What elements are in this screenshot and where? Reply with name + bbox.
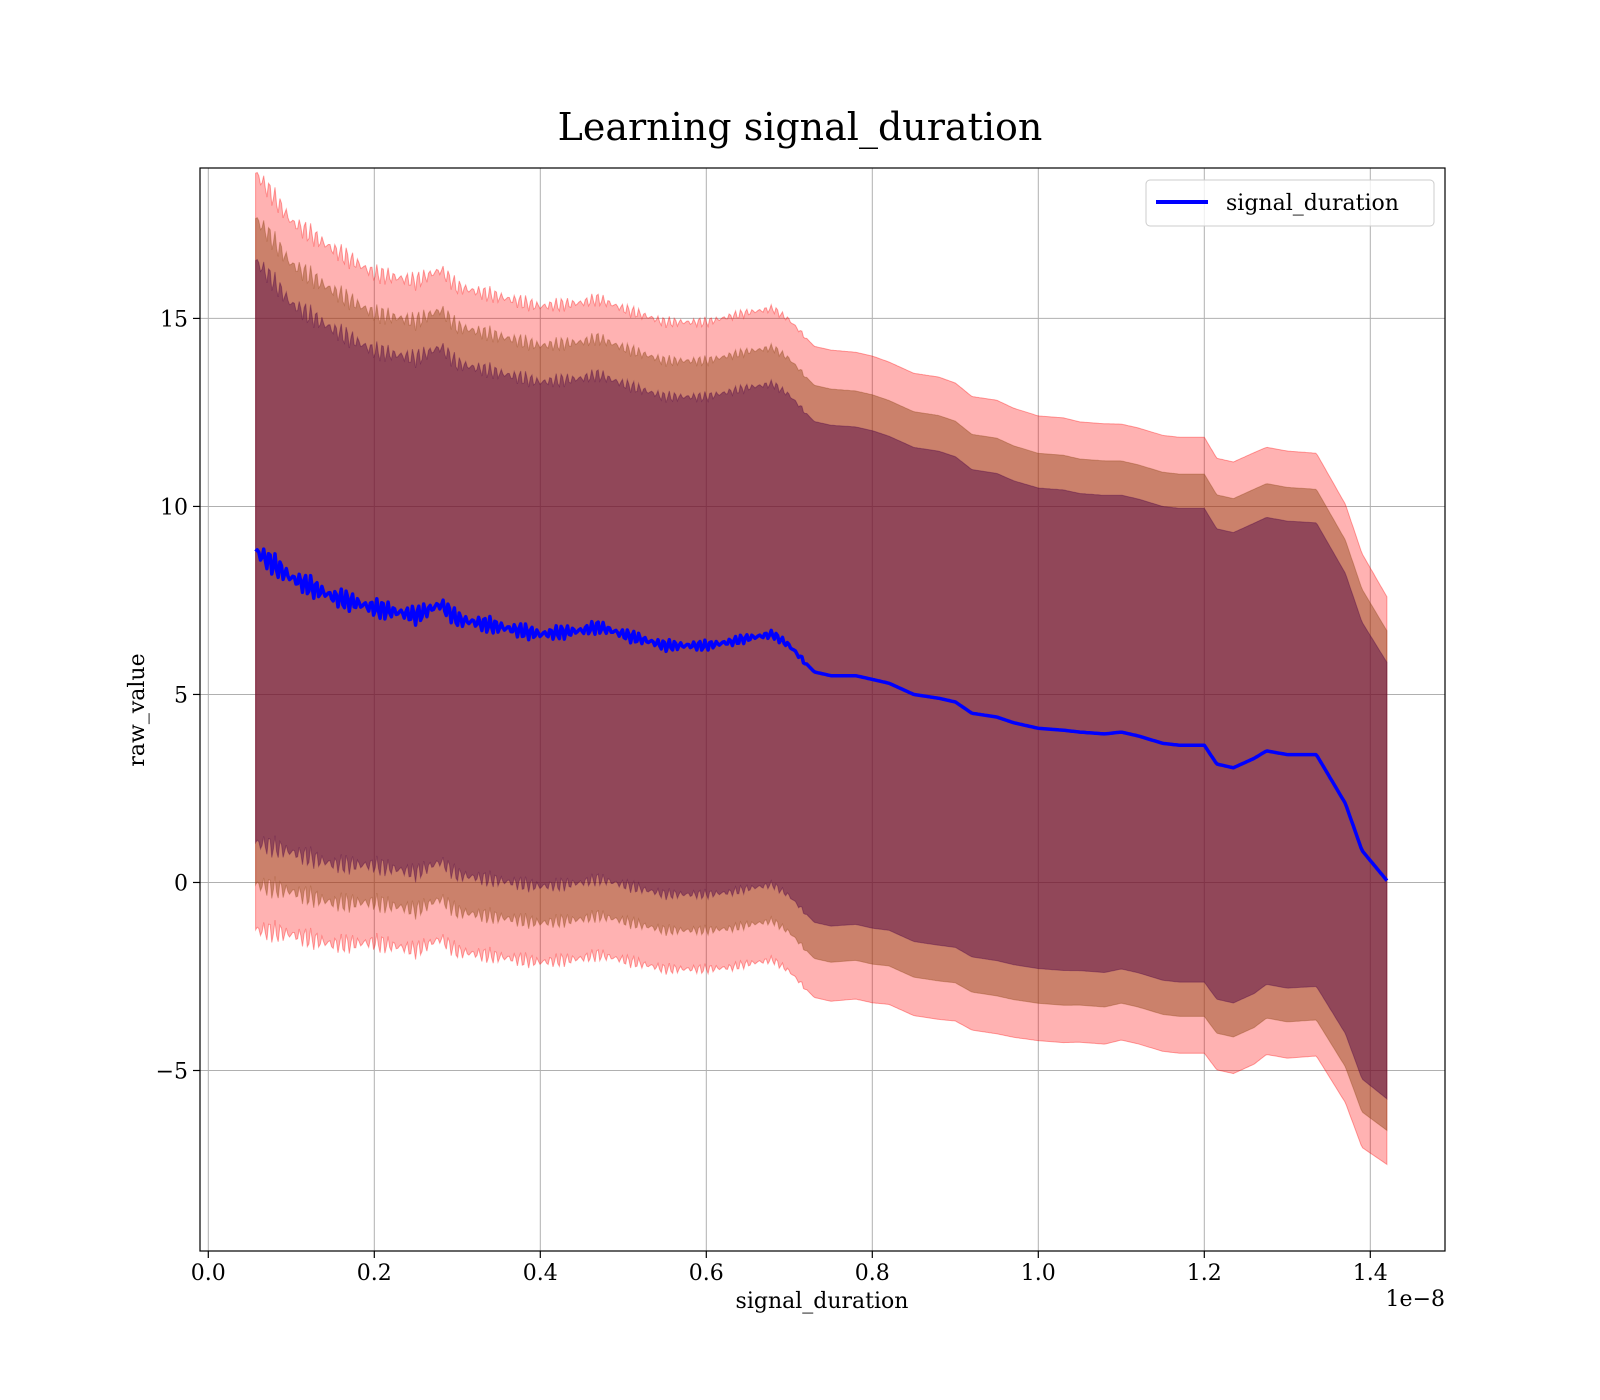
y-ticks: −5 0 5 10 15 xyxy=(156,307,200,1085)
y-axis-title: raw_value xyxy=(125,653,150,766)
x-tick-label: 1.4 xyxy=(1353,1261,1388,1286)
x-offset-label: 1e−8 xyxy=(1386,1287,1445,1312)
series-lines xyxy=(254,547,1389,882)
legend: signal_duration xyxy=(1145,179,1435,227)
chart-title: Learning signal_duration xyxy=(558,105,1043,150)
x-tick-label: 0.8 xyxy=(855,1261,890,1286)
x-tick-label: 0.2 xyxy=(357,1261,392,1286)
legend-box xyxy=(1145,179,1435,227)
x-tick-label: 1.0 xyxy=(1021,1261,1056,1286)
x-ticks: 0.0 0.2 0.4 0.6 0.8 1.0 1.2 1.4 xyxy=(191,1251,1388,1286)
band-outer xyxy=(255,171,1388,1166)
x-tick-label: 0.6 xyxy=(689,1261,724,1286)
y-tick-label: 10 xyxy=(160,495,188,520)
grid xyxy=(200,168,1445,1251)
x-tick-label: 0.0 xyxy=(191,1261,226,1286)
x-tick-label: 1.2 xyxy=(1187,1261,1222,1286)
legend-label: signal_duration xyxy=(1226,191,1399,216)
x-axis-title: signal_duration xyxy=(736,1289,909,1314)
bands xyxy=(255,171,1388,1166)
y-tick-label: 15 xyxy=(160,307,188,332)
x-tick-label: 0.4 xyxy=(523,1261,558,1286)
series-line-signal-duration xyxy=(254,547,1389,882)
y-tick-label: −5 xyxy=(156,1060,188,1085)
y-tick-label: 0 xyxy=(174,871,188,896)
band-inner xyxy=(255,258,1388,1100)
plot-frame xyxy=(199,167,1446,1252)
y-tick-label: 5 xyxy=(174,683,188,708)
